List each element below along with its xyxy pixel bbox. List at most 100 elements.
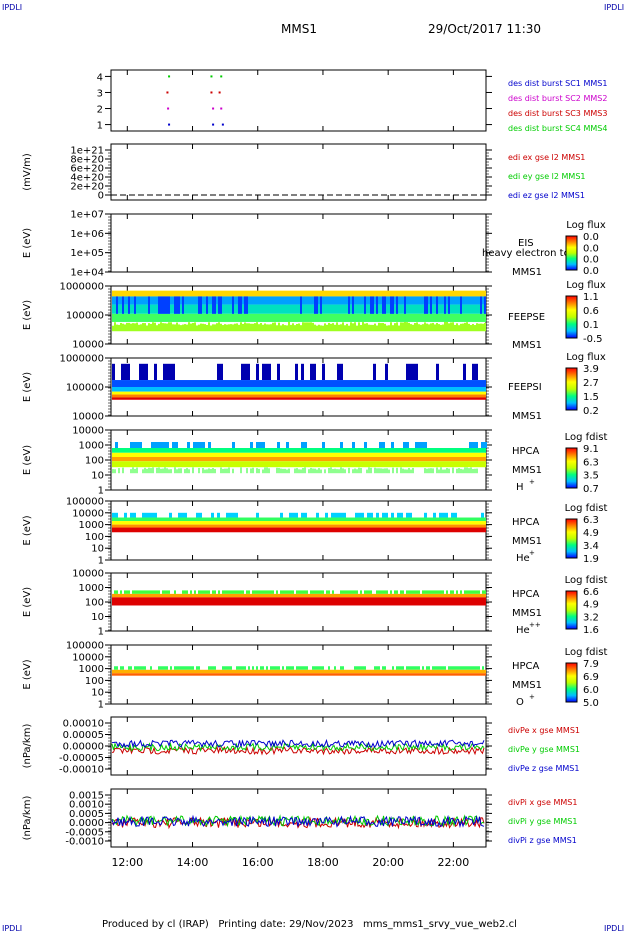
feepsi-pixel <box>348 387 350 392</box>
hpca-he-pixel <box>294 527 296 533</box>
feepsi-pixel <box>438 394 440 398</box>
feepse-pixel <box>226 313 228 322</box>
hpca-hepp-pixel <box>324 593 326 598</box>
hpca-he-pixel <box>302 517 304 522</box>
hpca-o-pixel <box>214 666 216 670</box>
feepsi-pixel <box>392 397 394 400</box>
hpca-he-pixel <box>194 521 196 525</box>
hpca-he-pixel <box>391 512 394 518</box>
feepse-pixel <box>466 313 468 322</box>
feepse-pixel <box>218 290 220 297</box>
feepsi-pixel <box>118 394 120 398</box>
hpca-he-pixel <box>290 524 292 528</box>
feepsi-pixel <box>346 391 348 395</box>
feepsi-pixel <box>418 387 420 392</box>
hpca-he-pixel <box>228 524 230 528</box>
feepse-pixel <box>342 304 344 314</box>
hpca-h-pixel <box>142 452 144 457</box>
feepse-pixel <box>210 290 212 297</box>
hpca-he-pixel <box>130 517 132 522</box>
feepse-pixel <box>226 290 228 297</box>
feepsi-pixel <box>144 387 146 392</box>
feepsi-pixel <box>332 397 334 400</box>
feepsi-pixel <box>378 394 380 398</box>
hpca-hepp-pixel <box>358 597 360 606</box>
feepsi-pixel <box>428 394 430 398</box>
feepsi-pixel <box>192 387 194 392</box>
feepsi-pixel <box>318 394 320 398</box>
feepse-pixel <box>198 290 200 297</box>
hpca-hepp-pixel <box>462 593 464 598</box>
feepsi-pixel <box>346 387 348 392</box>
feepsi-pixel <box>373 363 376 381</box>
hpca-h-pixel <box>336 469 338 474</box>
hpca-hepp-pixel <box>408 593 410 598</box>
feepse-pixel <box>362 322 364 332</box>
feepsi-pixel <box>354 387 356 392</box>
feepse-pixel <box>238 313 240 322</box>
hpca-h-pixel <box>118 457 120 462</box>
hpca-o-pixel <box>342 666 344 670</box>
hpca-h-pixel <box>392 467 394 474</box>
hpca-hepp-pixel <box>430 590 432 594</box>
hpca-hepp-pixel <box>246 597 248 606</box>
hpca-hepp-pixel <box>176 597 178 606</box>
hpca-he-pixel <box>290 517 292 522</box>
hpca-he-pixel <box>144 524 146 528</box>
hpca-h-pixel <box>394 452 396 457</box>
hpca-h-pixel <box>440 452 442 457</box>
feepse-pixel <box>352 323 354 332</box>
hpca-he-pixel <box>334 524 336 528</box>
feepsi-pixel <box>232 380 234 387</box>
hpca-h-pixel <box>236 457 238 462</box>
feepsi-pixel <box>316 394 318 398</box>
feepse-pixel <box>268 304 270 314</box>
feepsi-pixel <box>178 391 180 395</box>
hpca-h-pixel <box>410 469 412 474</box>
hpca-hepp-pixel <box>292 597 294 606</box>
hpca-hepp-pixel <box>394 590 396 594</box>
hpca-h-pixel <box>133 442 136 448</box>
hpca-h-pixel <box>364 457 366 462</box>
feepsi-pixel <box>268 380 270 387</box>
feepsi-cbar-tick: 1.5 <box>583 392 599 403</box>
hpca-hepp-pixel <box>396 593 398 598</box>
feepse-pixel <box>172 313 174 322</box>
hpca-h-pixel <box>392 448 394 453</box>
feepsi-pixel <box>238 387 240 392</box>
feepsi-pixel <box>464 397 466 400</box>
feepsi-pixel <box>172 363 175 381</box>
hpca-he-pixel <box>474 517 476 522</box>
hpca-he-pixel <box>442 521 444 525</box>
feepse-pixel <box>120 322 122 332</box>
feepse-pixel <box>422 296 424 305</box>
hpca-hepp-pixel <box>322 593 324 598</box>
hpca-he-ytick-label: 100 <box>85 532 104 543</box>
feepsi-pixel <box>142 387 144 392</box>
hpca-hepp-pixel <box>330 593 332 598</box>
hpca-h-pixel <box>362 448 364 453</box>
burst-point <box>218 91 221 94</box>
feepse-pixel <box>478 290 480 297</box>
feepsi-pixel <box>452 397 454 400</box>
hpca-h-pixel <box>312 452 314 457</box>
feepsi-pixel <box>336 380 338 387</box>
feepsi-pixel <box>216 387 218 392</box>
feepsi-pixel <box>482 394 484 398</box>
feepsi-pixel <box>414 394 416 398</box>
feepsi-pixel <box>270 391 272 395</box>
hpca-he-pixel <box>418 527 420 533</box>
hpca-he-pixel <box>198 521 200 525</box>
feepse-pixel <box>276 325 278 332</box>
hpca-o-pixel <box>374 666 376 670</box>
feepse-pixel <box>428 304 430 314</box>
feepsi-pixel <box>134 391 136 395</box>
hpca-hepp-pixel <box>156 597 158 606</box>
hpca-he-pixel <box>268 524 270 528</box>
hpca-he-pixel <box>343 512 346 518</box>
hpca-hepp-pixel <box>338 597 340 606</box>
feepse-pixel <box>450 304 452 314</box>
hpca-h-pixel <box>234 448 236 453</box>
feepse-pixel <box>116 296 118 314</box>
hpca-h-pixel <box>332 461 334 468</box>
